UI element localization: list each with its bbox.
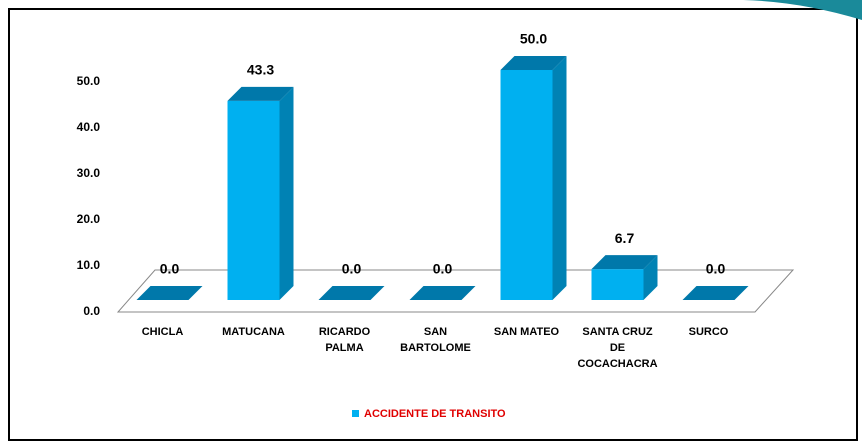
bar [318, 286, 385, 300]
y-tick-label: 30.0 [77, 166, 101, 180]
bar-face [136, 286, 203, 300]
bar-face [227, 100, 280, 300]
chart-border [8, 8, 858, 441]
value-label: 0.0 [433, 261, 453, 277]
bar-face [500, 56, 567, 70]
bar-face [227, 86, 294, 101]
bar [227, 86, 294, 300]
x-tick-label: SAN MATEO [493, 326, 560, 338]
bar-face [409, 286, 476, 300]
x-tick-label: CHICLA [141, 326, 184, 338]
bar [500, 56, 567, 300]
legend-label: ACCIDENTE DE TRANSITO [364, 408, 506, 420]
legend-swatch [352, 410, 359, 417]
y-tick-label: 0.0 [83, 304, 100, 318]
bar-face [591, 269, 644, 300]
y-tick-label: 40.0 [77, 120, 101, 134]
value-label: 0.0 [342, 261, 362, 277]
x-tick-label: RICARDO PALMA [318, 326, 371, 354]
logo-fragment [720, 0, 862, 20]
bar [409, 286, 476, 300]
value-label: 6.7 [615, 230, 635, 246]
bar [682, 286, 749, 300]
x-tick-label: SURCO [688, 326, 729, 338]
y-tick-label: 50.0 [77, 74, 101, 88]
x-tick-label: SANTA CRUZ DE COCACHACRA [577, 326, 658, 370]
bar-face [500, 70, 553, 300]
value-label: 0.0 [706, 261, 726, 277]
bar [136, 286, 203, 300]
bar-face [682, 286, 749, 300]
x-tick-label: MATUCANA [222, 326, 285, 338]
bar [591, 255, 658, 300]
value-label: 0.0 [160, 261, 180, 277]
bar-face [279, 86, 294, 300]
bar-face [643, 255, 658, 300]
value-label: 43.3 [247, 62, 274, 78]
y-tick-label: 20.0 [77, 212, 101, 226]
x-tick-label: SAN BARTOLOME [400, 326, 471, 354]
bar-face [318, 286, 385, 300]
y-tick-label: 10.0 [77, 258, 101, 272]
bar-face [552, 56, 567, 300]
value-label: 50.0 [520, 31, 547, 47]
bar-face [591, 255, 658, 270]
